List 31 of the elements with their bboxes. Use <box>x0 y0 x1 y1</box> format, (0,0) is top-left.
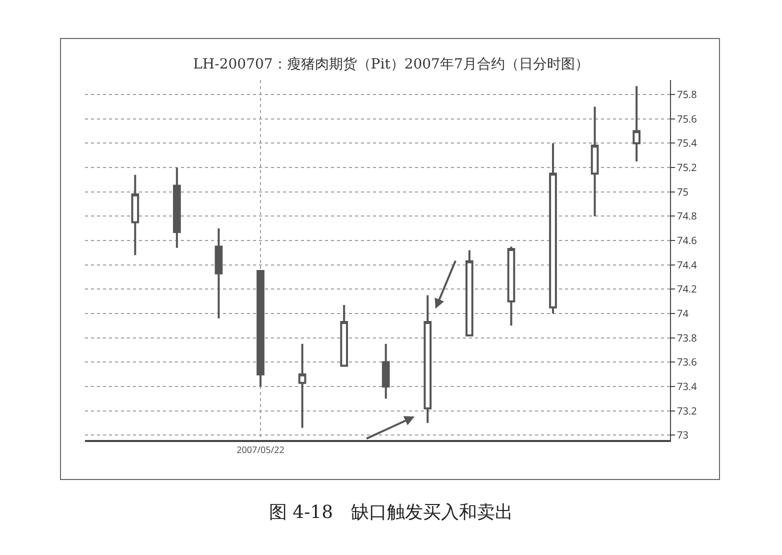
y-tick-label: 74.8 <box>677 208 698 223</box>
x-tick-label: 2007/05/22 <box>236 442 284 456</box>
y-tick-label: 74.6 <box>677 233 698 248</box>
candlestick <box>382 342 390 400</box>
y-tick-label: 73.8 <box>677 330 698 344</box>
candlestick <box>173 166 181 249</box>
y-tick-label: 75.6 <box>677 111 698 126</box>
candlestick <box>256 270 264 388</box>
candlestick <box>590 106 599 218</box>
y-tick-label: 73.6 <box>677 354 698 369</box>
y-tick-label: 73 <box>677 428 689 442</box>
candlestick <box>466 249 474 336</box>
candlestick <box>507 246 516 327</box>
y-tick-label: 75.2 <box>677 160 698 174</box>
y-tick-label: 75.4 <box>677 136 698 150</box>
y-tick-label: 75 <box>677 184 689 198</box>
y-tick-label: 73.4 <box>677 378 698 393</box>
y-tick-label: 74.2 <box>677 282 698 296</box>
candlestick <box>214 227 223 320</box>
candlestick <box>424 294 432 424</box>
candlestick <box>131 174 140 256</box>
candlestick <box>340 304 348 367</box>
y-tick-label: 74.4 <box>677 257 698 272</box>
y-tick-label: 73.2 <box>677 403 698 418</box>
candlestick <box>298 342 306 429</box>
chart-title: LH-200707：瘦猪肉期货（Pit）2007年7月合约（日分时图） <box>193 56 589 73</box>
candlestick <box>632 85 640 162</box>
y-tick-label: 74 <box>677 306 689 320</box>
y-tick-label: 75.8 <box>677 87 698 102</box>
candlestick <box>549 142 557 315</box>
caption: 图 4-18 缺口触发买入和卖出 <box>268 501 514 524</box>
